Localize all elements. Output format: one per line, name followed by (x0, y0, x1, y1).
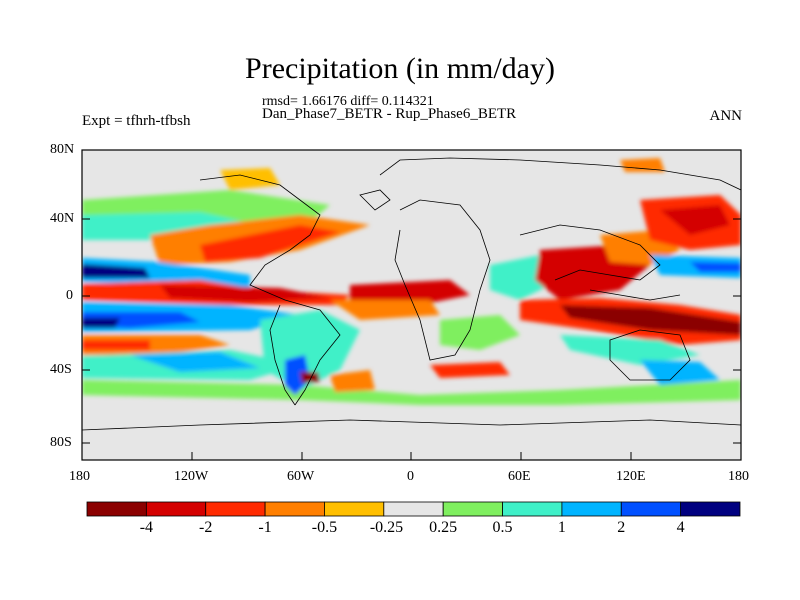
colorbar-box (680, 501, 741, 517)
lon-tick-label: 0 (407, 469, 414, 484)
plot-subtitle: Dan_Phase7_BETR - Rup_Phase6_BETR (262, 106, 517, 122)
colorbar-box (620, 501, 682, 517)
colorbar-label: -2 (199, 519, 213, 536)
colorbar-label: 0.5 (492, 519, 513, 536)
lat-tick-label: 0 (66, 288, 73, 303)
colorbar-box (561, 501, 622, 517)
colorbar-label: -4 (139, 519, 154, 536)
colorbar-label: 4 (676, 519, 685, 536)
lat-tick-label: 40N (50, 211, 75, 226)
colorbar-label: -1 (258, 519, 272, 536)
plot-title: Precipitation (in mm/day) (245, 52, 555, 85)
colorbar-label: -0.5 (311, 519, 338, 536)
colorbar-box (502, 501, 563, 517)
colorbar-label: -0.25 (369, 519, 404, 536)
lat-tick-label: 80N (50, 142, 75, 157)
colorbar-label: 2 (617, 519, 626, 536)
colorbar-label: 1 (557, 519, 566, 536)
lat-tick-label: 80S (50, 435, 72, 450)
stats-line: rmsd= 1.66176 diff= 0.114321 (262, 94, 434, 109)
colorbar (86, 501, 741, 517)
colorbar-box (145, 501, 207, 517)
colorbar-box (86, 501, 147, 517)
colorbar-box (264, 501, 325, 517)
colorbar-box (442, 501, 503, 517)
colorbar-box (205, 501, 266, 517)
lon-tick-label: 60E (508, 469, 531, 484)
colorbar-box (383, 501, 444, 517)
colorbar-label: 0.25 (429, 519, 458, 536)
axis-ticks (81, 149, 742, 460)
precipitation-difference-field (82, 150, 741, 460)
lon-tick-label: 120W (174, 469, 209, 484)
coastlines (82, 157, 741, 431)
lon-tick-label: 120E (616, 469, 646, 484)
colorbar-box (324, 501, 385, 517)
lon-tick-label: 180 (728, 469, 749, 484)
lat-tick-label: 40S (50, 362, 72, 377)
experiment-label: Expt = tfhrh-tfbsh (82, 113, 191, 129)
lon-tick-label: 60W (287, 469, 315, 484)
lon-tick-label: 180 (69, 469, 90, 484)
season-label: ANN (709, 108, 743, 124)
